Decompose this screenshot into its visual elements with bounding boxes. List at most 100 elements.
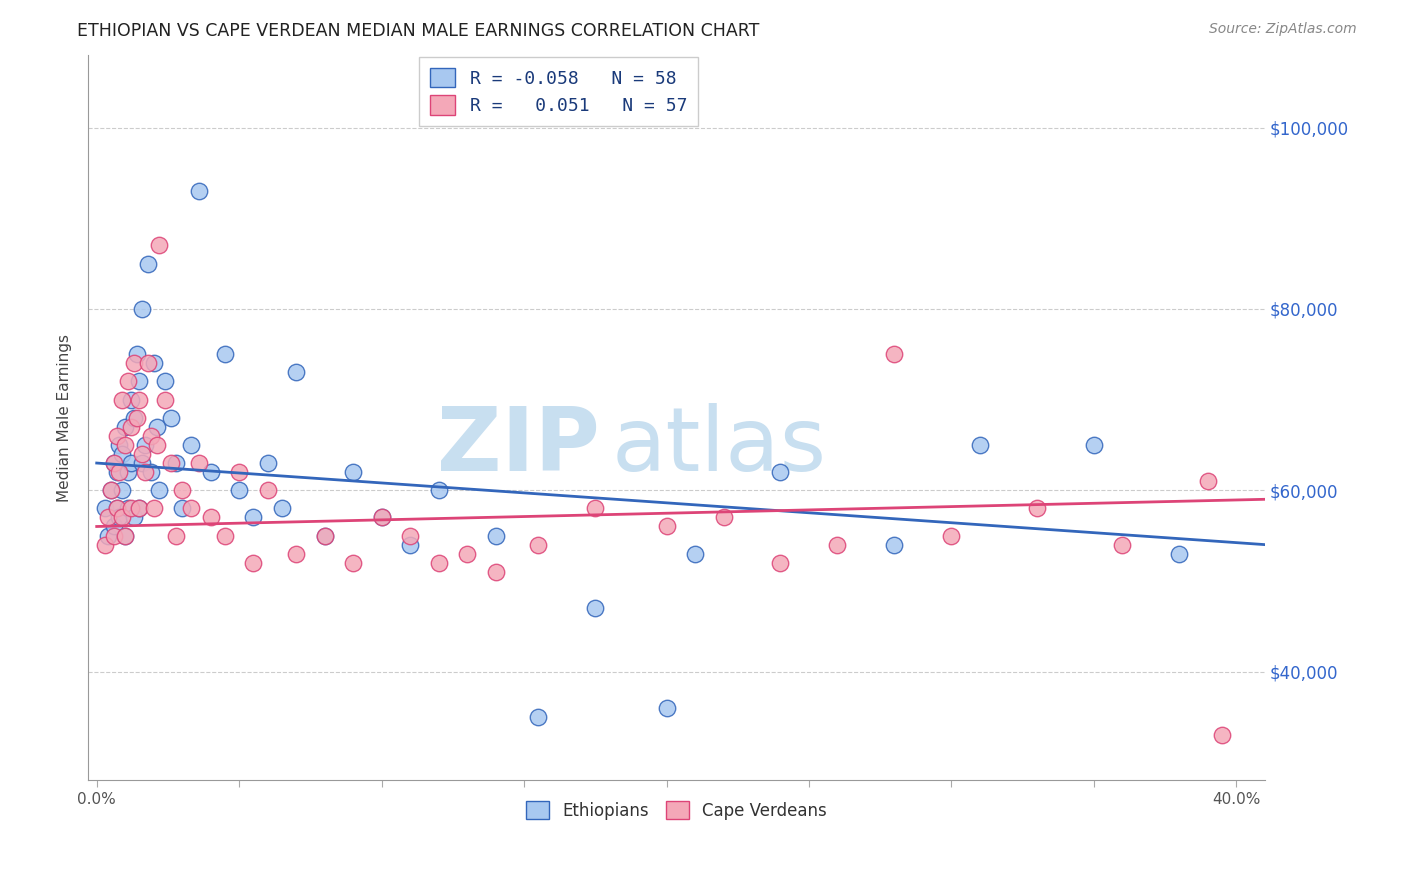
Text: ETHIOPIAN VS CAPE VERDEAN MEDIAN MALE EARNINGS CORRELATION CHART: ETHIOPIAN VS CAPE VERDEAN MEDIAN MALE EA…	[77, 22, 759, 40]
Point	[883, 538, 905, 552]
Point	[527, 710, 550, 724]
Point	[769, 556, 792, 570]
Point	[148, 483, 170, 498]
Point	[399, 528, 422, 542]
Point	[111, 510, 134, 524]
Point	[134, 465, 156, 479]
Point	[117, 375, 139, 389]
Point	[285, 365, 308, 379]
Point	[370, 510, 392, 524]
Point	[105, 501, 128, 516]
Point	[139, 465, 162, 479]
Point	[114, 438, 136, 452]
Point	[131, 456, 153, 470]
Text: Source: ZipAtlas.com: Source: ZipAtlas.com	[1209, 22, 1357, 37]
Point	[188, 184, 211, 198]
Point	[114, 419, 136, 434]
Point	[1083, 438, 1105, 452]
Point	[100, 483, 122, 498]
Point	[166, 456, 188, 470]
Point	[655, 700, 678, 714]
Point	[145, 438, 167, 452]
Point	[111, 483, 134, 498]
Point	[103, 456, 125, 470]
Point	[117, 501, 139, 516]
Point	[159, 456, 181, 470]
Point	[200, 465, 222, 479]
Point	[94, 501, 117, 516]
Point	[256, 483, 278, 498]
Point	[128, 501, 150, 516]
Text: ZIP: ZIP	[437, 403, 600, 491]
Point	[142, 356, 165, 370]
Point	[941, 528, 963, 542]
Point	[314, 528, 336, 542]
Point	[103, 456, 125, 470]
Point	[128, 392, 150, 407]
Point	[136, 257, 159, 271]
Point	[969, 438, 991, 452]
Point	[713, 510, 735, 524]
Point	[256, 456, 278, 470]
Point	[159, 410, 181, 425]
Point	[153, 375, 176, 389]
Point	[427, 556, 450, 570]
Point	[120, 392, 142, 407]
Point	[655, 519, 678, 533]
Point	[125, 347, 148, 361]
Point	[97, 510, 120, 524]
Point	[583, 601, 606, 615]
Point	[100, 483, 122, 498]
Point	[120, 419, 142, 434]
Point	[1025, 501, 1047, 516]
Point	[128, 501, 150, 516]
Point	[131, 447, 153, 461]
Point	[1197, 474, 1219, 488]
Point	[1168, 547, 1191, 561]
Point	[125, 410, 148, 425]
Point	[527, 538, 550, 552]
Point	[103, 528, 125, 542]
Point	[94, 538, 117, 552]
Point	[134, 438, 156, 452]
Point	[105, 429, 128, 443]
Point	[1111, 538, 1133, 552]
Point	[105, 501, 128, 516]
Point	[111, 447, 134, 461]
Point	[139, 429, 162, 443]
Point	[214, 347, 236, 361]
Point	[166, 528, 188, 542]
Legend: Ethiopians, Cape Verdeans: Ethiopians, Cape Verdeans	[519, 795, 834, 826]
Point	[285, 547, 308, 561]
Point	[145, 419, 167, 434]
Point	[108, 510, 131, 524]
Point	[111, 392, 134, 407]
Point	[114, 528, 136, 542]
Point	[314, 528, 336, 542]
Point	[103, 519, 125, 533]
Point	[370, 510, 392, 524]
Point	[270, 501, 292, 516]
Point	[769, 465, 792, 479]
Point	[97, 528, 120, 542]
Point	[242, 556, 264, 570]
Point	[1211, 728, 1233, 742]
Point	[148, 238, 170, 252]
Point	[120, 456, 142, 470]
Point	[131, 301, 153, 316]
Point	[399, 538, 422, 552]
Point	[242, 510, 264, 524]
Point	[128, 375, 150, 389]
Point	[117, 465, 139, 479]
Y-axis label: Median Male Earnings: Median Male Earnings	[58, 334, 72, 501]
Point	[172, 501, 194, 516]
Point	[484, 528, 506, 542]
Point	[827, 538, 849, 552]
Point	[214, 528, 236, 542]
Point	[583, 501, 606, 516]
Point	[180, 438, 202, 452]
Point	[484, 565, 506, 579]
Point	[180, 501, 202, 516]
Point	[120, 501, 142, 516]
Point	[114, 528, 136, 542]
